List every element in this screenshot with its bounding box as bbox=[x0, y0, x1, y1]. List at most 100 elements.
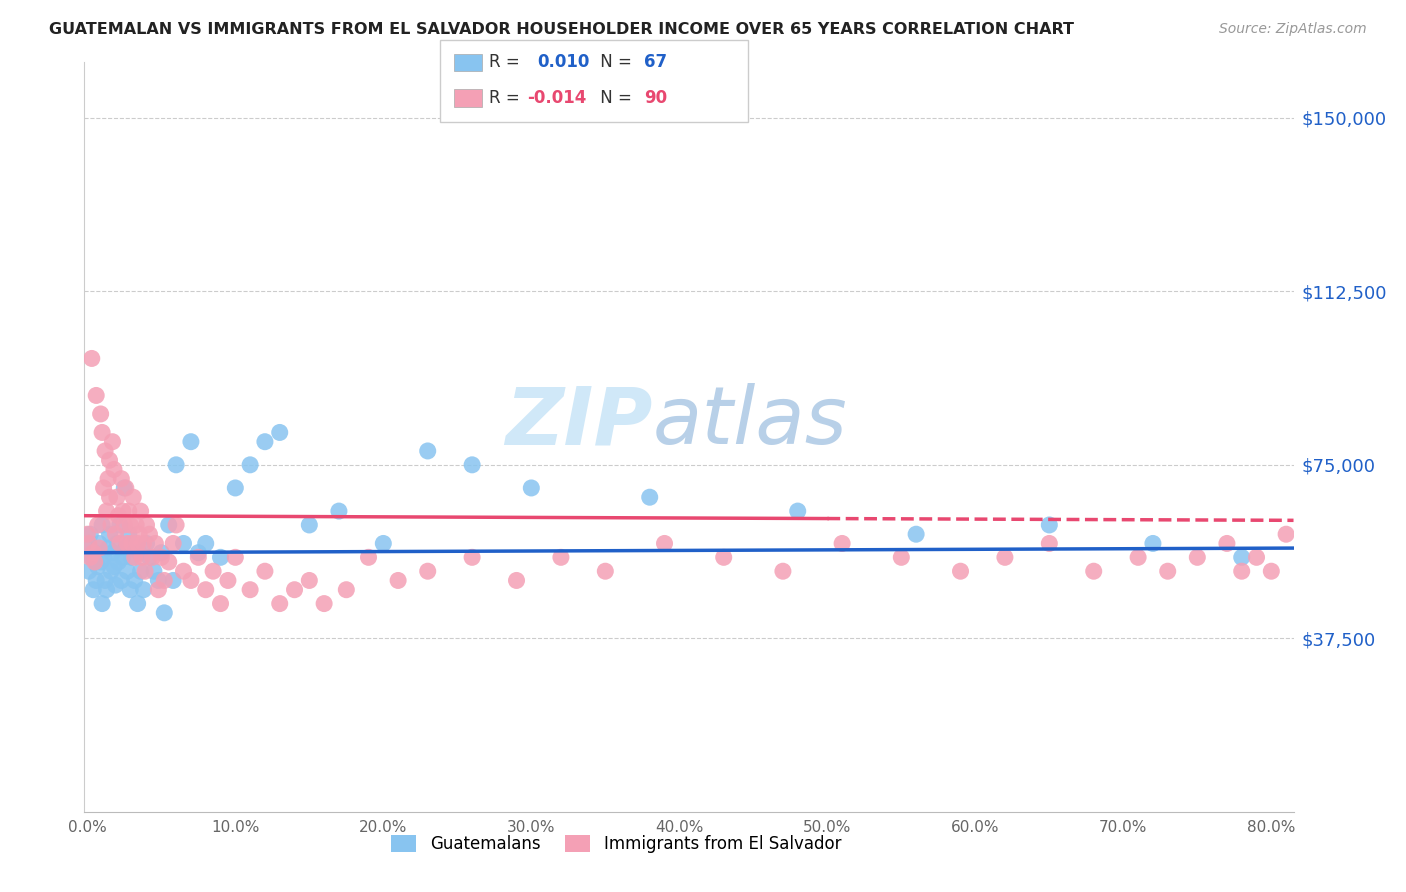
Point bbox=[80, 351, 103, 366]
Point bbox=[1216, 536, 1239, 550]
Text: R =: R = bbox=[489, 54, 530, 71]
Point bbox=[162, 574, 184, 588]
Point bbox=[84, 388, 107, 402]
Point bbox=[520, 481, 543, 495]
Point bbox=[100, 518, 122, 533]
Point bbox=[108, 536, 131, 550]
Point bbox=[120, 582, 142, 597]
Point bbox=[187, 550, 209, 565]
Point bbox=[187, 546, 209, 560]
Point bbox=[654, 536, 676, 550]
Point bbox=[91, 597, 114, 611]
Point bbox=[148, 574, 170, 588]
Point bbox=[112, 481, 135, 495]
Point bbox=[91, 518, 114, 533]
Point bbox=[550, 550, 572, 565]
Legend: Guatemalans, Immigrants from El Salvador: Guatemalans, Immigrants from El Salvador bbox=[385, 828, 848, 860]
Point bbox=[224, 550, 246, 565]
Point bbox=[165, 518, 187, 533]
Point bbox=[357, 550, 380, 565]
Point bbox=[1260, 564, 1282, 578]
Point bbox=[91, 425, 114, 440]
Point bbox=[129, 564, 152, 578]
Point bbox=[83, 555, 105, 569]
Point bbox=[949, 564, 972, 578]
Point bbox=[101, 546, 124, 560]
Text: N =: N = bbox=[595, 54, 637, 71]
Point bbox=[150, 546, 173, 560]
Point bbox=[142, 564, 165, 578]
Point bbox=[135, 536, 157, 550]
Point bbox=[89, 536, 111, 550]
Point bbox=[129, 504, 152, 518]
Point bbox=[994, 550, 1017, 565]
Point bbox=[1230, 550, 1253, 565]
Point bbox=[80, 550, 103, 565]
Point bbox=[97, 541, 120, 555]
Point bbox=[94, 574, 117, 588]
Point bbox=[239, 582, 262, 597]
Point bbox=[125, 518, 148, 533]
Point bbox=[1230, 564, 1253, 578]
Point bbox=[638, 490, 661, 504]
Point bbox=[124, 550, 146, 565]
Point bbox=[145, 536, 167, 550]
Point bbox=[122, 490, 145, 504]
Point bbox=[114, 541, 136, 555]
Point bbox=[1126, 550, 1149, 565]
Point bbox=[138, 527, 160, 541]
Point bbox=[905, 527, 928, 541]
Point bbox=[90, 555, 112, 569]
Point bbox=[772, 564, 794, 578]
Point bbox=[134, 564, 156, 578]
Text: 67: 67 bbox=[644, 54, 666, 71]
Point bbox=[90, 407, 112, 421]
Point bbox=[165, 458, 187, 472]
Point bbox=[138, 550, 160, 565]
Point bbox=[132, 536, 155, 550]
Point bbox=[107, 555, 129, 569]
Point bbox=[253, 434, 276, 449]
Point bbox=[1157, 564, 1180, 578]
Point bbox=[786, 504, 808, 518]
Point bbox=[112, 518, 135, 533]
Point bbox=[100, 564, 122, 578]
Point bbox=[128, 527, 150, 541]
Point bbox=[105, 536, 128, 550]
Point bbox=[105, 490, 128, 504]
Point bbox=[97, 472, 120, 486]
Point bbox=[157, 518, 180, 533]
Point bbox=[82, 582, 104, 597]
Point bbox=[83, 546, 105, 560]
Point bbox=[173, 536, 195, 550]
Point bbox=[831, 536, 853, 550]
Point bbox=[209, 597, 232, 611]
Point bbox=[269, 425, 291, 440]
Point bbox=[224, 481, 246, 495]
Point bbox=[127, 536, 149, 550]
Point bbox=[77, 536, 100, 550]
Point bbox=[180, 574, 202, 588]
Point bbox=[118, 504, 141, 518]
Point bbox=[1038, 518, 1060, 533]
Point bbox=[180, 434, 202, 449]
Text: Source: ZipAtlas.com: Source: ZipAtlas.com bbox=[1219, 22, 1367, 37]
Point bbox=[76, 541, 98, 555]
Text: 90: 90 bbox=[644, 89, 666, 107]
Point bbox=[194, 582, 217, 597]
Text: atlas: atlas bbox=[652, 383, 848, 461]
Text: -0.014: -0.014 bbox=[527, 89, 586, 107]
Point bbox=[314, 597, 336, 611]
Point bbox=[153, 606, 176, 620]
Point bbox=[1275, 527, 1298, 541]
Text: GUATEMALAN VS IMMIGRANTS FROM EL SALVADOR HOUSEHOLDER INCOME OVER 65 YEARS CORRE: GUATEMALAN VS IMMIGRANTS FROM EL SALVADO… bbox=[49, 22, 1074, 37]
Point bbox=[150, 550, 173, 565]
Point bbox=[114, 481, 136, 495]
Point bbox=[128, 546, 150, 560]
Point bbox=[107, 508, 129, 523]
Point bbox=[461, 550, 484, 565]
Point bbox=[298, 574, 321, 588]
Point bbox=[328, 504, 350, 518]
Point bbox=[1246, 550, 1268, 565]
Point bbox=[79, 527, 101, 541]
